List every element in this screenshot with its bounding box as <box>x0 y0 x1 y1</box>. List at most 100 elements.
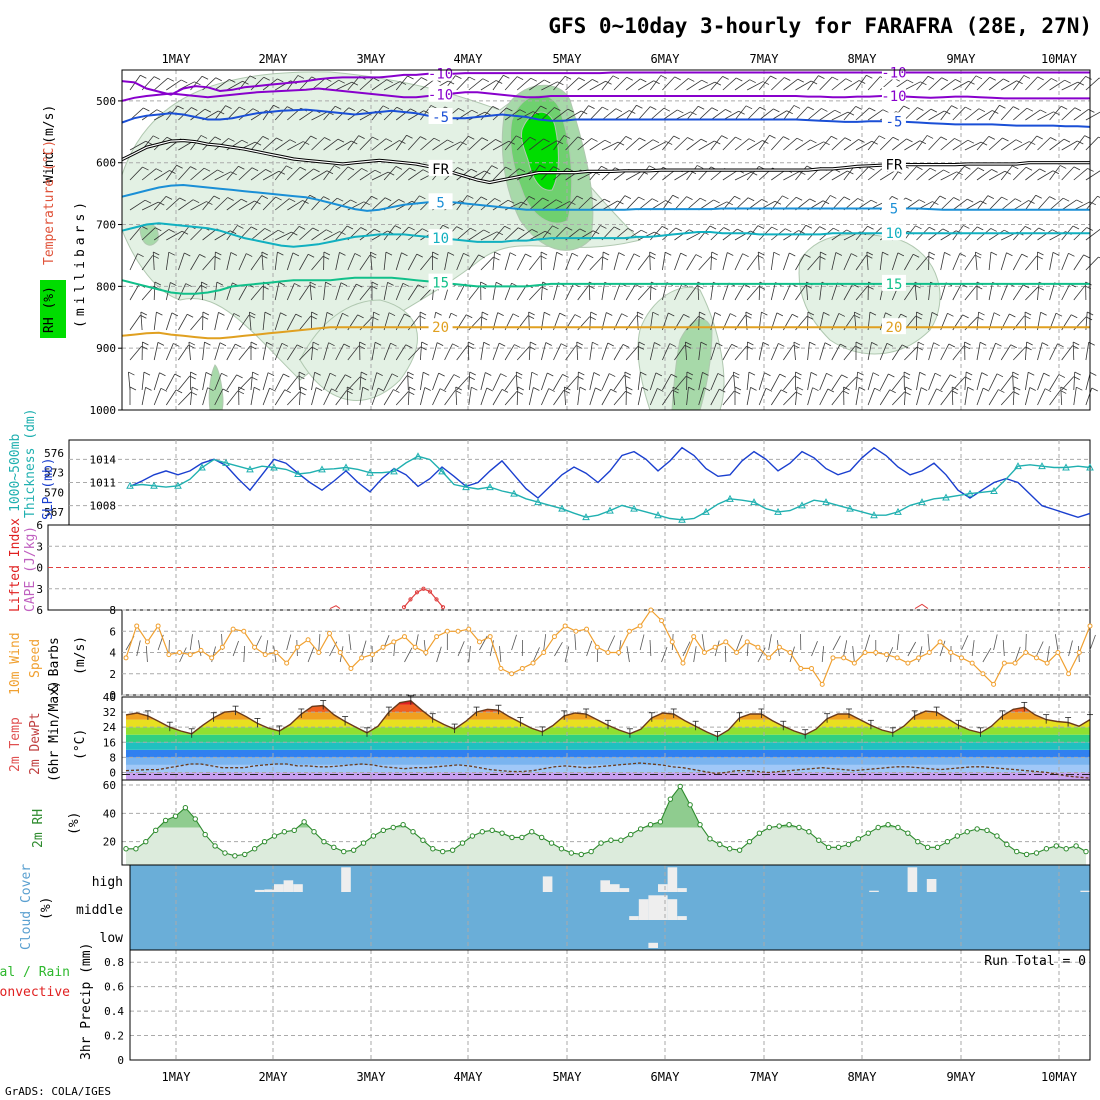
upper-wind-barb-flag <box>298 371 306 376</box>
upper-wind-barb <box>262 196 276 211</box>
upper-wind-barb <box>819 168 835 181</box>
upper-wind-barb <box>323 165 335 181</box>
upper-wind-barb-flag <box>673 135 680 140</box>
upper-wind-barb <box>783 171 800 181</box>
upper-wind-barb <box>1049 343 1058 361</box>
upper-wind-barb <box>625 105 637 121</box>
upper-wind-barb <box>674 78 689 91</box>
upper-wind-barb-flag <box>622 344 630 348</box>
upper-wind-barb-flag <box>435 311 442 316</box>
upper-wind-barb <box>190 315 203 331</box>
upper-wind-barb-flag <box>503 74 510 79</box>
upper-wind-barb <box>190 167 205 181</box>
upper-wind-barb <box>710 109 726 121</box>
temperature-contour-label: -10 <box>881 89 906 105</box>
upper-wind-barb <box>1049 165 1061 181</box>
upper-wind-barb <box>517 111 534 121</box>
upper-wind-barb-flag <box>824 342 832 347</box>
upper-wind-barb-flag <box>807 311 815 316</box>
upper-wind-barb-flag <box>302 200 309 204</box>
upper-wind-barb-flag <box>1073 166 1081 171</box>
upper-wind-barb <box>480 106 494 121</box>
upper-wind-barb-flag <box>566 167 574 172</box>
upper-wind-barb-flag <box>569 201 576 205</box>
upper-wind-barb <box>698 107 713 121</box>
upper-wind-barb-flag <box>264 311 272 316</box>
wind10m-speed-point <box>294 644 300 650</box>
label-2m-rh: 2m RH <box>31 809 46 848</box>
upper-wind-barb <box>831 137 846 151</box>
upper-wind-barb <box>783 252 790 271</box>
wind10m-speed-point <box>230 626 236 632</box>
upper-wind-barb <box>238 108 254 121</box>
upper-wind-barb-flag <box>834 109 841 114</box>
upper-wind-barb-flag <box>857 198 864 202</box>
upper-wind-barb <box>371 372 378 391</box>
upper-wind-barb-flag <box>1076 386 1083 391</box>
upper-wind-barb-flag <box>275 196 282 201</box>
upper-wind-barb <box>395 108 411 121</box>
upper-wind-barb <box>624 372 627 391</box>
upper-wind-barb <box>819 109 836 121</box>
upper-wind-barb-flag <box>758 251 765 256</box>
upper-wind-barb <box>311 229 327 241</box>
upper-wind-barb-flag <box>289 198 296 203</box>
upper-wind-barb <box>649 282 652 301</box>
upper-wind-barb-flag <box>1050 137 1057 141</box>
wind10m-speed-point <box>1023 650 1029 655</box>
upper-wind-barb <box>202 387 208 406</box>
run-total: Run Total = 0 <box>984 954 1086 969</box>
upper-wind-barb <box>480 139 496 151</box>
upper-wind-barb <box>819 282 823 301</box>
rh2m-point <box>727 846 733 852</box>
upper-wind-barb <box>855 140 872 151</box>
upper-wind-barb <box>311 170 328 181</box>
upper-wind-barb-flag <box>721 135 728 139</box>
upper-wind-barb-flag <box>567 108 575 113</box>
upper-wind-barb <box>698 372 703 391</box>
upper-wind-barb <box>129 166 143 181</box>
upper-wind-barb-flag <box>419 195 426 200</box>
upper-wind-barb <box>553 135 565 151</box>
upper-wind-barb <box>976 228 992 241</box>
temp-band <box>126 757 1090 765</box>
upper-wind-barb-flag <box>408 226 415 231</box>
upper-wind-barb-flag <box>665 200 672 204</box>
upper-wind-barb <box>625 253 635 271</box>
upper-wind-barb-flag <box>532 111 540 115</box>
pressure-tick-label: 1000 <box>90 404 117 417</box>
thickness-marker <box>654 511 662 519</box>
upper-wind-barb-flag <box>363 201 371 206</box>
wind10m-speed-point <box>1033 655 1039 661</box>
rh2m-point <box>845 841 852 848</box>
upper-wind-barb <box>674 345 686 361</box>
upper-wind-barb <box>262 170 280 181</box>
upper-wind-barb <box>976 342 981 361</box>
upper-wind-barb-flag <box>939 195 947 200</box>
upper-wind-barb <box>1037 78 1052 91</box>
upper-wind-barb <box>188 342 191 361</box>
upper-wind-barb <box>1073 387 1077 406</box>
upper-wind-barb <box>178 375 191 391</box>
thickness-marker <box>510 489 518 497</box>
upper-wind-barb-flag <box>405 344 412 349</box>
upper-wind-barb <box>335 166 349 181</box>
upper-wind-barb <box>855 166 869 181</box>
upper-wind-barb <box>323 138 339 151</box>
upper-wind-barb <box>553 252 558 271</box>
upper-wind-barb-flag <box>554 107 561 111</box>
wind10m-speed-point <box>594 644 600 650</box>
label-total-rain: Total / Rain <box>0 965 70 980</box>
upper-wind-barb-flag <box>1037 251 1044 256</box>
upper-wind-barb <box>395 167 410 181</box>
upper-wind-barb-flag <box>944 252 951 256</box>
wind10m-barb <box>468 646 471 663</box>
upper-wind-barb-flag <box>1029 387 1036 391</box>
wind10m-barb <box>586 640 593 657</box>
upper-wind-barb-flag <box>345 374 352 379</box>
upper-wind-barb <box>311 387 317 406</box>
upper-wind-barb <box>589 256 603 271</box>
upper-wind-barb-flag <box>390 342 397 347</box>
upper-wind-barb-flag <box>530 341 537 346</box>
